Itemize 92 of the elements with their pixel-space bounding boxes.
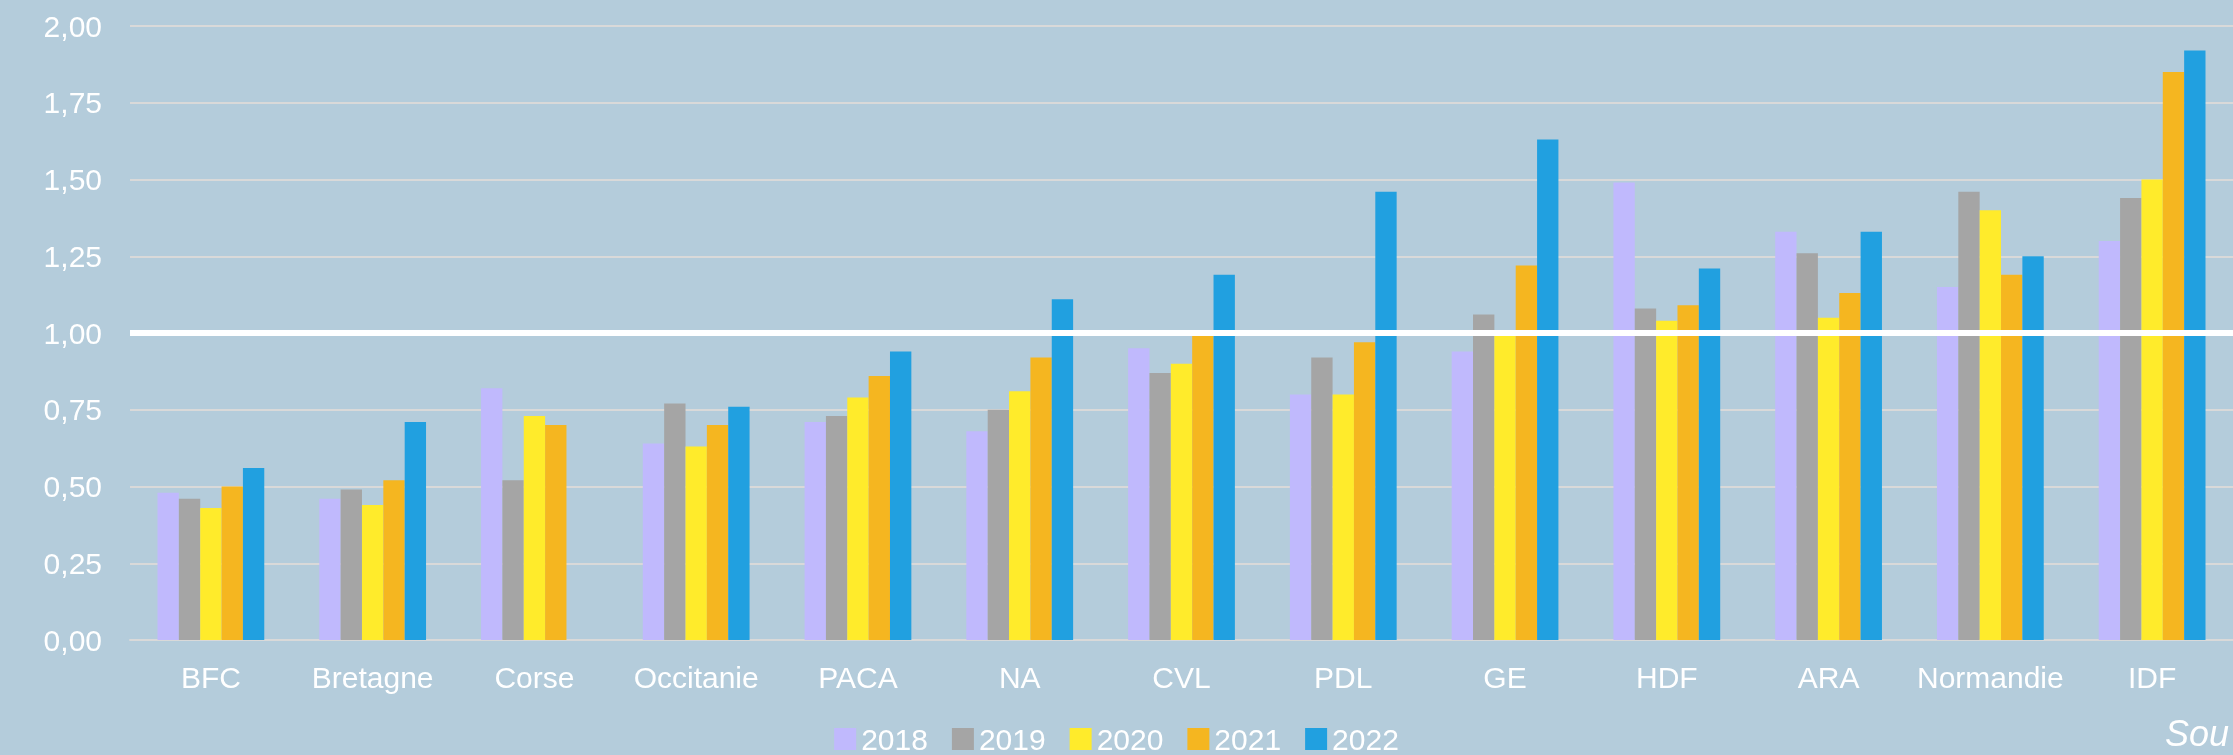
legend-label: 2022 [1332, 722, 1399, 755]
bar [847, 397, 869, 640]
bar [642, 443, 665, 640]
x-tick-label: PDL [1314, 660, 1373, 694]
bar [1494, 333, 1516, 640]
y-tick-label: 0,25 [43, 546, 102, 580]
bar [2098, 240, 2121, 640]
bar [545, 425, 567, 640]
bar [1958, 191, 1980, 640]
bar [1149, 372, 1171, 640]
bar [361, 504, 384, 640]
bar [404, 422, 427, 640]
bar [664, 403, 686, 640]
bar [1860, 231, 1882, 640]
bar [523, 415, 546, 640]
y-tick-label: 0,50 [43, 470, 102, 503]
bar [2141, 179, 2163, 640]
y-tick-label: 0,00 [43, 623, 102, 657]
bar [340, 489, 362, 640]
bar [1775, 231, 1797, 640]
x-tick-label: GE [1483, 660, 1527, 694]
x-tick-label: Bretagne [311, 660, 434, 694]
bar [242, 468, 265, 640]
y-tick-label: 1,00 [43, 316, 102, 350]
bar [1839, 293, 1861, 640]
x-tick-label: HDF [1635, 660, 1698, 694]
text: Sou [2164, 712, 2230, 754]
x-tick-label: PACA [818, 660, 898, 694]
x-tick-label: Occitanie [633, 660, 759, 694]
bar [2022, 256, 2044, 640]
bar [2184, 50, 2206, 640]
bar [1192, 336, 1214, 640]
bar [1796, 253, 1818, 640]
bar [1473, 314, 1495, 640]
bar [502, 480, 524, 640]
bar [868, 375, 890, 640]
bar [1289, 394, 1312, 640]
bar [825, 415, 848, 640]
y-tick-label: 1,50 [43, 163, 102, 196]
bar [1128, 348, 1150, 640]
x-tick-label: IDF [2127, 660, 2177, 694]
bar [383, 480, 405, 640]
bar [2120, 197, 2142, 640]
bar [1375, 191, 1397, 640]
bar [1311, 357, 1333, 640]
bar [1009, 391, 1031, 640]
bar [804, 422, 826, 640]
bar [221, 486, 243, 640]
bar [1170, 363, 1193, 640]
bar [1051, 299, 1074, 640]
x-tick-label: Corse [494, 660, 575, 694]
bar [889, 351, 912, 640]
x-tick-label: BFC [180, 660, 241, 694]
bar [2162, 72, 2185, 640]
bar [200, 507, 222, 640]
x-tick-label: Normandie [1916, 660, 2064, 694]
bar [157, 492, 179, 640]
x-tick-label: CVL [1152, 660, 1211, 694]
bar [1537, 139, 1559, 640]
bar [1817, 317, 1840, 640]
bar [685, 446, 707, 640]
bar [1353, 342, 1376, 640]
bar [987, 409, 1010, 640]
bar [1634, 308, 1657, 640]
y-tick-label: 1,25 [43, 239, 102, 273]
legend-label: 2018 [861, 722, 928, 755]
bar [1698, 268, 1721, 640]
bar [1677, 305, 1699, 640]
bar [1332, 394, 1354, 640]
bar [1656, 320, 1678, 640]
x-tick-label: ARA [1797, 660, 1860, 694]
y-tick-label: 0,75 [43, 393, 102, 427]
legend-label: 2020 [1096, 722, 1164, 755]
bar [1613, 182, 1635, 640]
bar [1979, 210, 2002, 640]
bar [1213, 274, 1235, 640]
bar [1936, 286, 1959, 640]
bar [728, 406, 750, 640]
bar [1515, 265, 1538, 640]
bar [706, 425, 729, 640]
bar [2001, 274, 2023, 640]
bar [1451, 351, 1474, 640]
legend-label: 2019 [978, 722, 1046, 755]
bar [966, 431, 988, 640]
bar [319, 498, 341, 640]
x-tick-label: NA [998, 660, 1041, 694]
y-tick-label: 2,00 [43, 9, 102, 43]
bar [1030, 357, 1052, 640]
legend-label: 2021 [1214, 722, 1282, 755]
bar [481, 388, 503, 640]
bar [178, 498, 201, 640]
y-tick-label: 1,75 [43, 86, 102, 120]
